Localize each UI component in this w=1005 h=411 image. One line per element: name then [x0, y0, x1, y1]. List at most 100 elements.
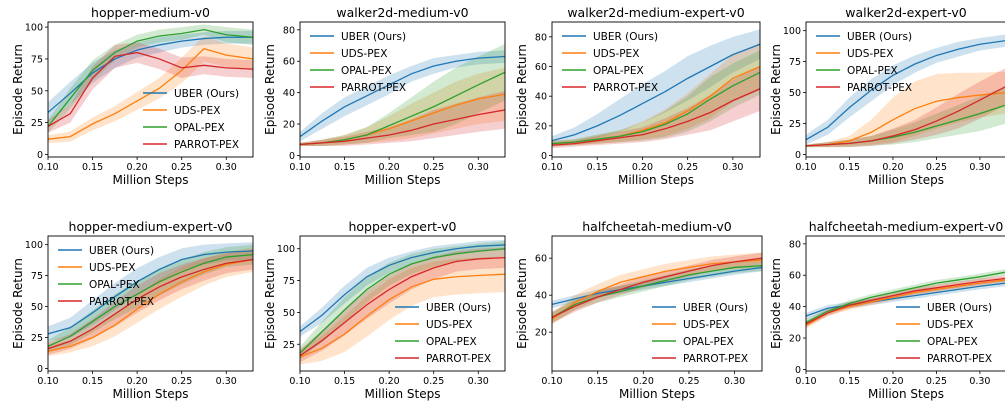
panel-halfcheetah-medium-expert-v0: halfcheetah-medium-expert-v0 0.10 0.15 0.20… — [769, 219, 1005, 401]
band-parrot-pex — [300, 91, 505, 147]
panel-walker2d-expert-v0: walker2d-expert-v0 0.10 0.15 0.20 0.25 0.30 0 2… — [769, 5, 1005, 187]
y-tick-label: 25 — [31, 118, 43, 129]
x-tick-label: 0.15 — [587, 162, 608, 173]
x-tick-label: 0.30 — [969, 162, 990, 173]
y-axis-label: Episode Return — [11, 44, 25, 135]
y-tick-label: 100 — [783, 26, 801, 37]
line-uds-pex — [552, 259, 762, 320]
line-uber-ours — [552, 266, 762, 306]
y-axis-label: Episode Return — [769, 44, 783, 135]
legend-label-opal-pex: OPAL-PEX — [847, 65, 898, 77]
legend-label-uds-pex: UDS-PEX — [593, 48, 639, 60]
panel-hopper-expert-v0: hopper-expert-v0 0.10 0.15 0.20 0.25 0.30 25 50… — [263, 219, 506, 401]
band-opal-pex — [48, 244, 253, 353]
y-tick-label: 60 — [283, 57, 295, 68]
line-parrot-pex — [806, 86, 1005, 147]
x-tick-label: 0.30 — [724, 376, 745, 387]
axes-frame — [805, 21, 1005, 158]
plot-area — [806, 34, 1005, 148]
x-tick-label: 0.15 — [82, 376, 103, 387]
x-tick-label: 0.15 — [839, 376, 860, 387]
band-opal-pex — [300, 241, 505, 360]
legend-label-uds-pex: UDS-PEX — [927, 319, 973, 331]
line-uds-pex — [300, 273, 505, 358]
y-tick-label: 0 — [795, 150, 801, 161]
x-tick-label: 0.15 — [82, 162, 103, 173]
panel-walker2d-medium-v0: walker2d-medium-v0 0.10 0.15 0.20 0.25 0.30 0 2… — [263, 5, 506, 187]
legend-label-uds-pex: UDS-PEX — [89, 262, 135, 274]
legend-label-opal-pex: OPAL-PEX — [89, 279, 140, 291]
y-tick-label: 100 — [277, 244, 295, 255]
plot-area — [300, 43, 505, 147]
legend-label-opal-pex: OPAL-PEX — [426, 336, 477, 348]
y-axis-label: Episode Return — [263, 258, 277, 349]
band-parrot-pex — [806, 68, 1005, 148]
x-tick-label: 0.30 — [969, 376, 990, 387]
chart-title: hopper-expert-v0 — [348, 219, 456, 234]
legend-label-uber-ours: UBER (Ours) — [683, 302, 748, 314]
x-tick-label: 0.20 — [632, 162, 653, 173]
line-uber-ours — [300, 55, 505, 138]
y-tick-label: 25 — [283, 340, 295, 351]
line-uds-pex — [48, 258, 253, 352]
x-axis-label: Million Steps — [618, 173, 694, 187]
x-tick-label: 0.15 — [839, 162, 860, 173]
axes-frame — [47, 21, 254, 158]
band-uber-ours — [552, 29, 760, 146]
x-tick-label: 0.10 — [289, 376, 310, 387]
legend-label-uber-ours: UBER (Ours) — [341, 31, 406, 43]
y-axis-label: Episode Return — [263, 44, 277, 135]
y-tick-label: 80 — [283, 25, 295, 36]
y-tick-label: 75 — [31, 271, 43, 282]
legend-label-uds-pex: UDS-PEX — [426, 319, 472, 331]
legend-label-parrot-pex: PARROT-PEX — [174, 139, 239, 151]
legend: UBER (Ours) UDS-PEX OPAL-PEX PARROT-PEX — [652, 302, 748, 365]
y-tick-label: 60 — [535, 254, 547, 265]
x-tick-label: 0.20 — [882, 376, 903, 387]
x-tick-label: 0.30 — [216, 162, 237, 173]
y-tick-label: 40 — [789, 302, 801, 313]
line-opal-pex — [806, 271, 1005, 323]
line-uber-ours — [300, 244, 505, 333]
axes-frame — [47, 235, 254, 372]
line-opal-pex — [552, 264, 762, 318]
chart-title: walker2d-medium-v0 — [336, 5, 468, 20]
band-opal-pex — [48, 24, 253, 133]
legend-label-uber-ours: UBER (Ours) — [426, 302, 491, 314]
y-tick-label: 0 — [541, 151, 547, 162]
x-tick-label: 0.25 — [171, 162, 192, 173]
y-axis-label: Episode Return — [515, 258, 529, 349]
x-tick-label: 0.10 — [37, 162, 58, 173]
x-tick-label: 0.30 — [722, 162, 743, 173]
band-uds-pex — [552, 252, 762, 325]
legend-label-parrot-pex: PARROT-PEX — [847, 82, 912, 94]
x-axis-label: Million Steps — [112, 173, 188, 187]
band-uds-pex — [806, 71, 1005, 148]
axes-frame — [299, 21, 506, 158]
y-tick-label: 100 — [25, 23, 43, 34]
x-tick-label: 0.20 — [127, 376, 148, 387]
legend-label-opal-pex: OPAL-PEX — [927, 336, 978, 348]
legend-label-uds-pex: UDS-PEX — [174, 105, 220, 117]
y-axis-label: Episode Return — [769, 258, 783, 349]
legend-label-parrot-pex: PARROT-PEX — [341, 82, 406, 94]
y-tick-label: 0 — [37, 364, 43, 375]
band-parrot-pex — [48, 249, 253, 355]
line-opal-pex — [48, 253, 253, 347]
y-tick-label: 50 — [283, 308, 295, 319]
legend-label-uber-ours: UBER (Ours) — [927, 302, 992, 314]
line-uber-ours — [48, 36, 253, 113]
legend-label-uber-ours: UBER (Ours) — [174, 88, 239, 100]
axes-frame — [299, 235, 506, 372]
band-uds-pex — [300, 256, 505, 365]
line-opal-pex — [300, 71, 505, 146]
band-uber-ours — [300, 50, 505, 142]
y-tick-label: 80 — [789, 239, 801, 250]
legend: UBER (Ours) UDS-PEX OPAL-PEX PARROT-PEX — [310, 31, 406, 94]
chart-title: walker2d-medium-expert-v0 — [567, 5, 744, 20]
y-tick-label: 75 — [283, 276, 295, 287]
axes-frame — [805, 235, 1005, 372]
y-tick-label: 20 — [283, 120, 295, 131]
x-tick-label: 0.30 — [468, 376, 489, 387]
legend: UBER (Ours) UDS-PEX OPAL-PEX PARROT-PEX — [143, 88, 239, 151]
